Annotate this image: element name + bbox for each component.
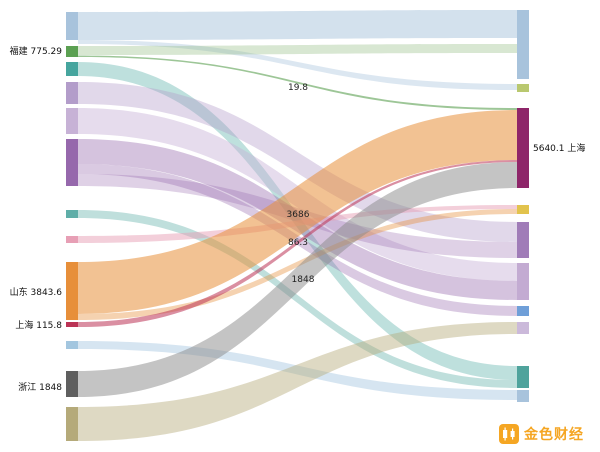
sankey-node	[517, 205, 529, 214]
sankey-link	[78, 164, 517, 316]
sankey-link	[78, 10, 517, 40]
sankey-node	[66, 46, 78, 57]
watermark-text: 金色财经	[524, 427, 584, 443]
sankey-node	[66, 82, 78, 104]
sankey-node	[517, 306, 529, 316]
sankey-node	[66, 236, 78, 243]
watermark: 金色财经	[499, 424, 584, 444]
sankey-node-label: 5640.1 上海	[533, 142, 585, 154]
sankey-node	[66, 210, 78, 218]
sankey-node	[66, 139, 78, 186]
sankey-node-label: 上海 115.8	[15, 319, 62, 331]
sankey-node-label: 浙江 1848	[18, 381, 62, 393]
sankey-node	[66, 108, 78, 134]
sankey-node	[66, 262, 78, 320]
sankey-node	[66, 322, 78, 327]
sankey-link	[78, 160, 517, 327]
watermark-logo-icon	[499, 424, 519, 444]
sankey-link	[78, 209, 517, 320]
sankey-flow-label: 86.3	[288, 238, 308, 248]
sankey-node	[517, 366, 529, 388]
sankey-link	[78, 210, 517, 388]
sankey-link	[78, 44, 517, 55]
sankey-node-label: 福建 775.29	[10, 45, 63, 57]
sankey-link	[78, 110, 517, 314]
sankey-node	[517, 108, 529, 188]
sankey-link	[78, 162, 517, 397]
sankey-link	[78, 55, 517, 110]
sankey-node	[517, 263, 529, 300]
sankey-node-label: 山东 3843.6	[10, 286, 63, 298]
sankey-node	[517, 10, 529, 79]
sankey-node	[66, 407, 78, 441]
sankey-link	[78, 82, 517, 242]
sankey-flow-label: 3686	[287, 210, 310, 220]
sankey-link	[78, 341, 517, 400]
sankey-node	[66, 341, 78, 349]
sankey-link	[78, 40, 517, 90]
sankey-link	[78, 322, 517, 441]
sankey-node	[517, 84, 529, 92]
sankey-flow-label: 1848	[292, 275, 315, 285]
sankey-node	[517, 390, 529, 402]
sankey-node	[517, 222, 529, 258]
sankey-flow-label: 19.8	[288, 83, 308, 93]
sankey-node	[66, 371, 78, 397]
sankey-node	[66, 62, 78, 76]
sankey-node	[66, 12, 78, 40]
sankey-node	[517, 322, 529, 334]
